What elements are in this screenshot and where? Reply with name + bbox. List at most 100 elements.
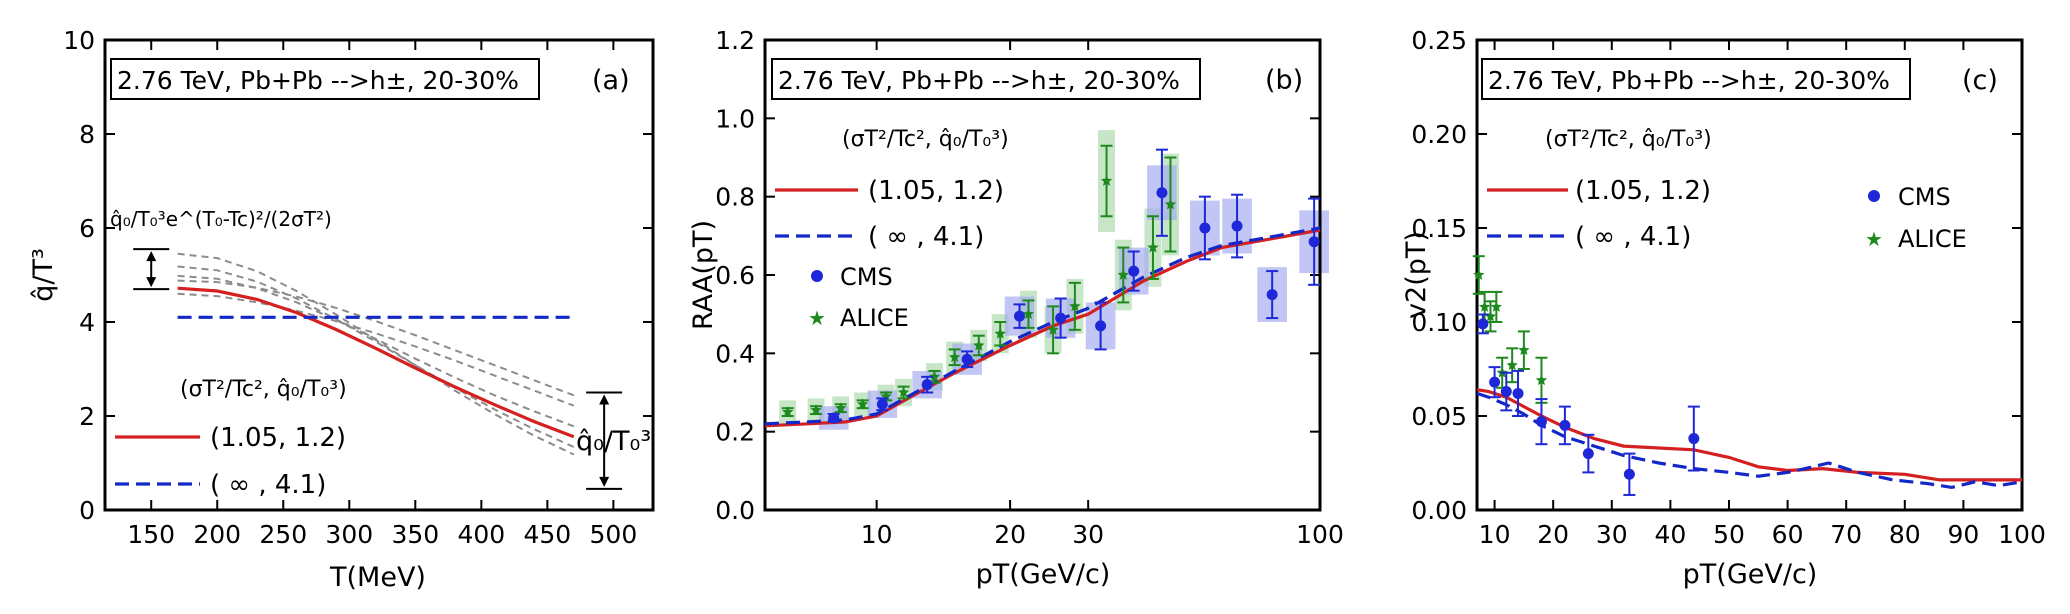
x-tick-label: 50 [1713, 520, 1745, 549]
panel-c-legend-cms-marker [1868, 190, 1880, 202]
alice-point [1506, 359, 1518, 371]
cms-point [921, 379, 933, 391]
alice-point [1490, 301, 1502, 312]
y-tick-label: 2 [79, 402, 95, 431]
panel-a-x-axis-label: T(MeV) [329, 562, 426, 593]
alice-point [1147, 241, 1159, 253]
y-tick-label: 10 [63, 26, 95, 55]
alice-point [994, 327, 1006, 339]
panel-a-red-series-line [177, 286, 575, 439]
alice-point [973, 339, 985, 351]
y-tick-label: 6 [79, 214, 95, 243]
alice-point [1022, 308, 1035, 319]
panel-c-title-box [1481, 58, 1911, 100]
panel-a-formula-label: q̂₀/T₀³e^(T₀-Tc)²/(2σT²) [110, 207, 332, 231]
x-tick-label: 70 [1830, 520, 1862, 549]
panel-a-y-ticks: 0 2 4 6 8 10 [63, 26, 653, 525]
alice-point [1047, 323, 1059, 335]
alice-point [1484, 310, 1497, 322]
alice-point [880, 390, 892, 402]
panel-c-blue-dashed-series-line [1476, 391, 2023, 490]
arrow-head [146, 277, 157, 288]
panel-b-legend-alice-label: ALICE [840, 304, 909, 332]
panel-b-legend-cms-marker [811, 270, 823, 282]
alice-point [1473, 269, 1485, 280]
panel-a-legend-red-label: (1.05, 1.2) [210, 423, 346, 453]
cms-point [828, 412, 840, 424]
panel-b-title-box [771, 58, 1201, 100]
panel-a-legend-header: (σT²/Tc², q̂₀/T₀³) [180, 377, 347, 402]
panel-b-cms-points [827, 148, 1321, 424]
alice-point [857, 398, 869, 410]
x-tick-label: 20 [1537, 520, 1569, 549]
alice-point [928, 370, 941, 382]
x-tick-label: 150 [127, 520, 175, 549]
y-tick-label: 0.0 [715, 496, 755, 525]
alice-point [897, 386, 910, 398]
y-tick-label: 0 [79, 496, 95, 525]
cms-point [1308, 236, 1320, 248]
x-tick-label: 20 [994, 520, 1026, 549]
y-tick-label: 0.10 [1411, 308, 1467, 337]
panel-b: 10 20 30 100 0.0 0.2 0.4 0.6 0.8 1.0 1.2 2.76 TeV… [688, 26, 1344, 590]
x-tick-label: 10 [1479, 520, 1511, 549]
alice-point [782, 406, 794, 417]
alice-point [835, 402, 847, 413]
alice-point [810, 404, 822, 415]
arrow-head [146, 251, 157, 262]
panel-c-label: (c) [1962, 65, 1998, 96]
cms-point [1489, 376, 1501, 388]
x-tick-label: 200 [193, 520, 241, 549]
cms-point [1477, 318, 1489, 330]
x-tick-label: 40 [1654, 520, 1686, 549]
cms-point [1688, 433, 1700, 445]
alice-point [1069, 300, 1081, 312]
y-tick-label: 0.05 [1411, 402, 1467, 431]
x-tick-label: 60 [1772, 520, 1804, 549]
x-tick-label: 350 [391, 520, 439, 549]
panel-c-cms-points [1476, 313, 1700, 496]
y-tick-label: 0.8 [715, 183, 755, 212]
panel-b-y-ticks: 0.0 0.2 0.4 0.6 0.8 1.0 1.2 [715, 26, 1320, 525]
panel-a-x-ticks: 150 200 250 300 350 400 450 500 [127, 40, 637, 549]
y-tick-label: 0.6 [715, 261, 755, 290]
panel-c-legend-red-label: (1.05, 1.2) [1575, 176, 1711, 206]
y-tick-label: 0.4 [715, 339, 755, 368]
grey-dashed-curve [177, 292, 575, 407]
panel-b-legend-header: (σT²/Tc², q̂₀/T₀³) [842, 127, 1009, 152]
x-tick-label: 10 [861, 520, 893, 549]
x-tick-label: 90 [1947, 520, 1979, 549]
arrow-head [599, 394, 610, 405]
panel-b-alice-points [781, 144, 1177, 417]
cms-point [1535, 416, 1547, 428]
panel-a: 150 200 250 300 350 400 450 500 0 2 4 6 8 10 2.76 Te… [28, 26, 655, 593]
y-tick-label: 0.20 [1411, 120, 1467, 149]
alice-point [1478, 301, 1491, 312]
panel-a-right-arrow-label: q̂₀/T₀³ [576, 426, 651, 457]
panel-c-legend-cms-label: CMS [1898, 183, 1951, 211]
y-tick-label: 0.2 [715, 418, 755, 447]
x-tick-label: 400 [457, 520, 505, 549]
alice-point [1117, 269, 1129, 280]
cms-point [1199, 222, 1211, 234]
x-tick-label: 100 [1998, 520, 2046, 549]
cms-point [1128, 265, 1140, 277]
panel-a-title: 2.76 TeV, Pb+Pb -->h±, 20-30% [117, 66, 519, 95]
cms-point [1014, 310, 1026, 322]
panel-b-legend-cms-label: CMS [840, 263, 893, 291]
panel-c-x-ticks: 10 20 30 40 50 60 70 80 90 100 [1479, 40, 2046, 549]
cms-point [1055, 312, 1067, 324]
cms-point [1582, 448, 1594, 460]
cms-point [961, 353, 973, 365]
alice-point [1100, 175, 1113, 186]
panel-b-blue-dashed-series-line [764, 226, 1321, 426]
panel-c-x-axis-label: pT(GeV/c) [1683, 559, 1818, 590]
cms-point [1231, 220, 1243, 232]
panel-a-title-box [110, 58, 540, 100]
panel-c-legend-alice-marker: ★ [1865, 227, 1883, 251]
y-tick-label: 0.25 [1411, 26, 1467, 55]
x-tick-label: 80 [1889, 520, 1921, 549]
x-tick-label: 100 [1296, 520, 1344, 549]
panel-b-title: 2.76 TeV, Pb+Pb -->h±, 20-30% [778, 66, 1180, 95]
